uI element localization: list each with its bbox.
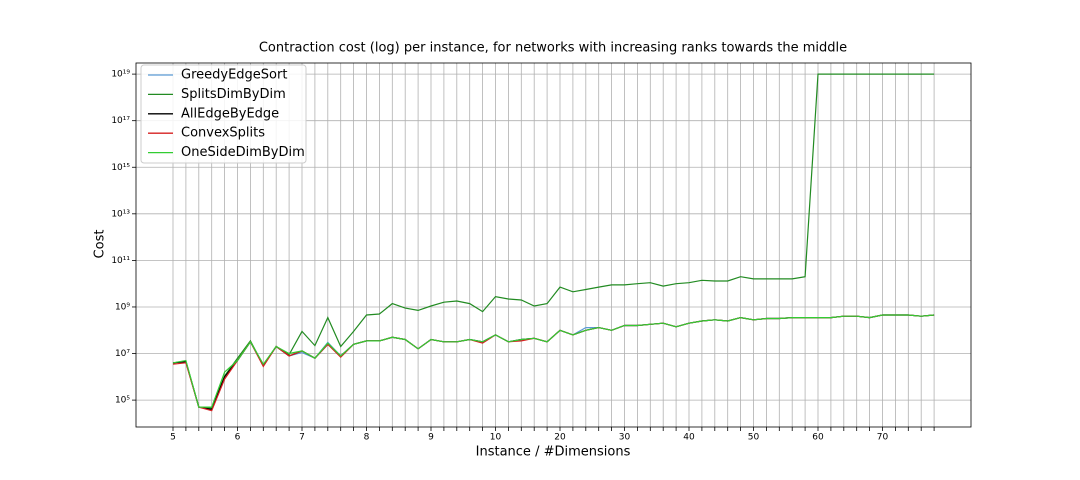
- plot-frame: [135, 62, 972, 428]
- y-tick-label: 10¹⁵: [111, 163, 130, 173]
- x-tick-label: 70: [877, 433, 889, 443]
- chart-title: Contraction cost (log) per instance, for…: [259, 41, 847, 56]
- x-tick-label: 40: [683, 433, 695, 443]
- y-tick-label: 10¹¹: [111, 256, 130, 266]
- y-tick-label: 10⁹: [115, 302, 130, 312]
- x-tick-label: 30: [619, 433, 631, 443]
- x-tick-label: 5: [170, 433, 176, 443]
- y-tick-label: 10¹⁷: [111, 116, 130, 126]
- y-tick-label: 10⁷: [115, 349, 130, 359]
- x-tick-label: 8: [364, 433, 370, 443]
- x-tick-label: 60: [812, 433, 824, 443]
- x-tick-label: 50: [748, 433, 760, 443]
- x-tick-label: 6: [235, 433, 241, 443]
- legend-box: [140, 64, 307, 164]
- x-tick-label: 9: [428, 433, 434, 443]
- x-tick-label: 20: [554, 433, 566, 443]
- x-tick-label: 10: [490, 433, 502, 443]
- legend: GreedyEdgeSort SplitsDimByDim AllEdgeByEdg…: [140, 64, 307, 164]
- legend-label: SplitsDimByDim: [181, 87, 286, 102]
- x-axis-label: Instance / #Dimensions: [476, 445, 631, 460]
- legend-label: AllEdgeByEdge: [181, 106, 279, 121]
- legend-label: ConvexSplits: [181, 126, 265, 141]
- legend-label: GreedyEdgeSort: [181, 68, 287, 83]
- x-tick-label: 7: [299, 433, 305, 443]
- legend-label: OneSideDimByDim: [181, 145, 305, 160]
- y-tick-label: 10¹³: [111, 209, 130, 219]
- series-line: [172, 314, 935, 408]
- y-axis-label: Cost: [93, 230, 108, 259]
- series-line: [172, 73, 935, 409]
- y-tick-label: 10⁵: [115, 396, 130, 406]
- y-tick-label: 10¹⁹: [111, 70, 130, 80]
